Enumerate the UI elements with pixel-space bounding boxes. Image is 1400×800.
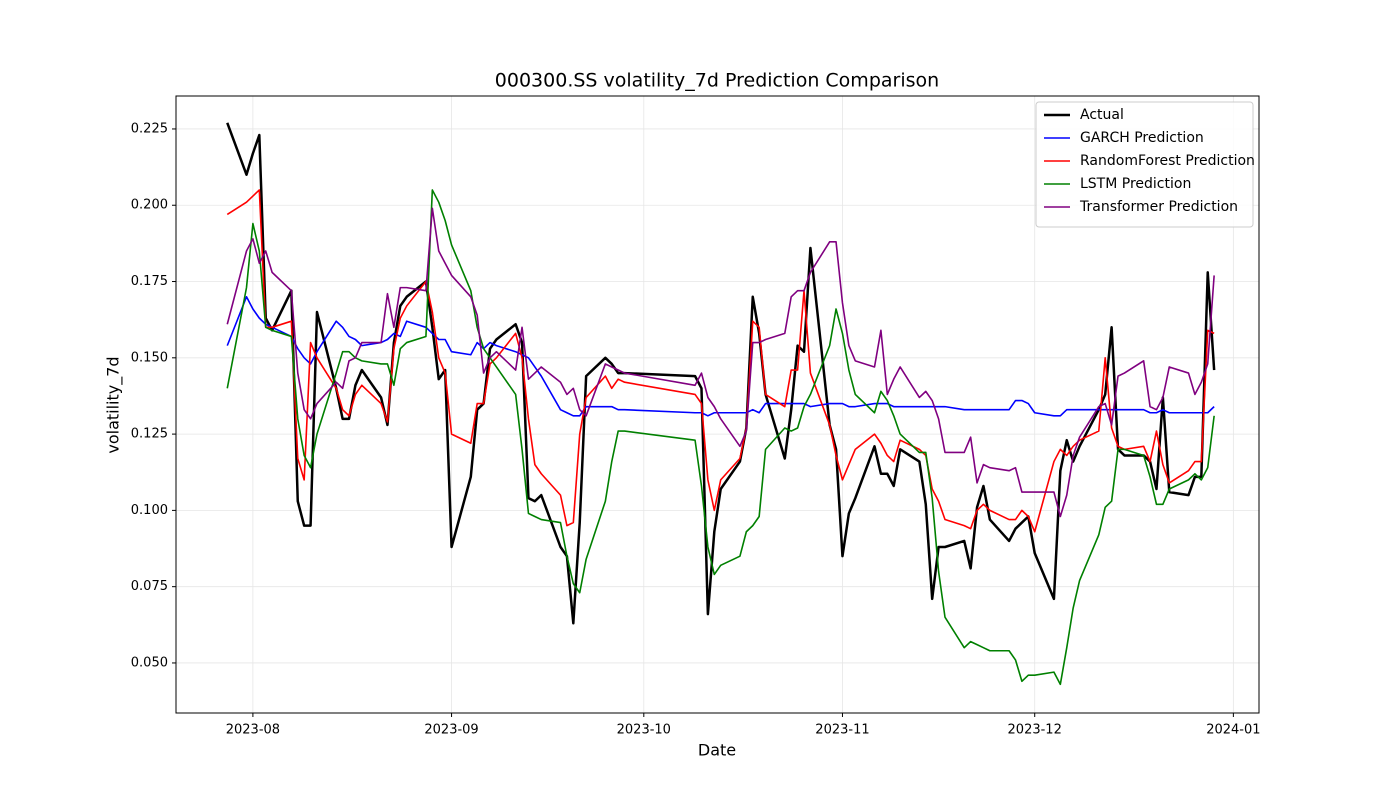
legend-label: GARCH Prediction [1080,130,1204,146]
legend: Actual GARCH Prediction RandomForest Predi… [1035,101,1255,228]
y-tick-label: 0.075 [131,579,168,594]
x-tick-label: 2023-09 [424,723,478,738]
x-tick-label: 2023-12 [1008,723,1062,738]
x-tick-label: 2024-01 [1206,723,1260,738]
x-tick-label: 2023-11 [815,723,869,738]
y-tick-label: 0.200 [131,198,168,213]
y-tick-label: 0.175 [131,274,168,289]
y-axis-label: volatility_7d [104,356,124,453]
x-axis-label: Date [698,741,736,760]
y-tick-label: 0.050 [131,655,168,670]
series-line [226,189,1215,533]
x-tick-label: 2023-08 [226,723,280,738]
plot-frame [175,95,1260,714]
legend-box [1035,101,1254,228]
chart-title: 000300.SS volatility_7d Prediction Compa… [495,70,939,92]
series-line [226,207,1215,518]
x-tick-label: 2023-10 [617,723,671,738]
y-tick-label: 0.225 [131,121,168,136]
legend-label: Transformer Prediction [1079,199,1238,215]
series-line [226,295,1215,417]
legend-label: Actual [1080,107,1124,123]
y-tick-label: 0.125 [131,427,168,442]
legend-label: LSTM Prediction [1080,176,1191,192]
y-tick-label: 0.100 [131,503,168,518]
y-tick-label: 0.150 [131,350,168,365]
series-line [226,189,1215,686]
legend-label: RandomForest Prediction [1080,153,1255,169]
